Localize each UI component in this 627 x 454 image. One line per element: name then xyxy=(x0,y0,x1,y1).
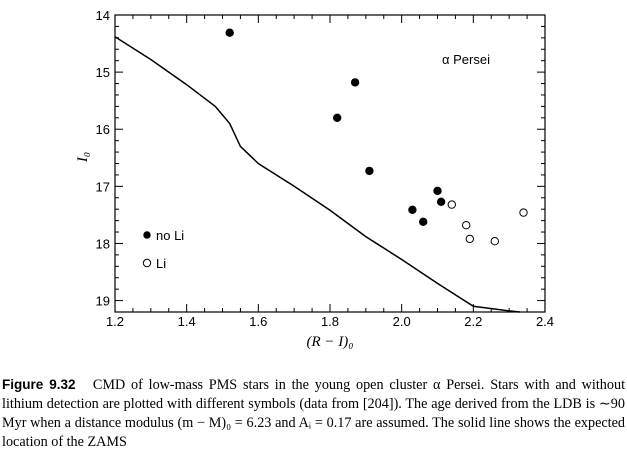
no-li-star-point xyxy=(433,186,442,196)
legend: no Li Li xyxy=(142,228,184,271)
no-li-star-point xyxy=(350,78,360,87)
legend-marker-no-li xyxy=(143,231,151,239)
no-li-star-point xyxy=(225,28,234,37)
y-tick-label: 14 xyxy=(96,8,110,23)
cluster-annotation: α Persei xyxy=(442,52,490,67)
caption-text: CMD of low-mass PMS stars in the young o… xyxy=(2,377,626,450)
x-tick-label: 1.6 xyxy=(249,314,267,329)
y-axis-label: I₀ xyxy=(75,152,91,163)
x-tick-label: 2.2 xyxy=(464,314,482,329)
x-axis-label: (R − I)₀ xyxy=(307,334,354,350)
axis-ticks xyxy=(114,14,546,313)
x-tick-label: 1.8 xyxy=(321,314,339,329)
legend-marker-li xyxy=(142,258,152,268)
data-points xyxy=(225,28,528,246)
y-tick-label: 19 xyxy=(96,294,110,309)
y-tick-label: 16 xyxy=(96,122,110,137)
li-star-point xyxy=(462,221,471,230)
zams-line xyxy=(114,36,520,313)
y-tick-label: 17 xyxy=(96,179,110,194)
x-tick-labels: 1.2 1.4 1.6 1.8 2.0 2.2 2.4 xyxy=(106,314,554,329)
y-tick-label: 15 xyxy=(96,65,110,80)
no-li-star-point xyxy=(419,217,428,227)
no-li-star-point xyxy=(436,197,446,207)
y-tick-label: 18 xyxy=(96,236,110,251)
x-tick-label: 1.4 xyxy=(178,314,196,329)
no-li-star-point xyxy=(365,166,374,176)
figure-caption: Figure 9.32 CMD of low-mass PMS stars in… xyxy=(2,375,625,452)
cmd-plot: 1.2 1.4 1.6 1.8 2.0 2.2 2.4 14 15 16 17 18 19 (R − … xyxy=(75,8,554,350)
legend-label-no-li: no Li xyxy=(156,228,184,243)
x-tick-label: 2.0 xyxy=(393,314,411,329)
li-star-point xyxy=(490,237,499,246)
legend-label-li: Li xyxy=(156,256,166,271)
x-tick-label: 2.4 xyxy=(536,314,554,329)
y-tick-labels: 14 15 16 17 18 19 xyxy=(96,8,110,309)
no-li-star-point xyxy=(408,205,417,215)
li-star-point xyxy=(465,234,474,244)
li-star-point xyxy=(519,208,528,217)
figure-number: Figure 9.32 xyxy=(2,377,76,392)
x-tick-label: 1.2 xyxy=(106,314,124,329)
no-li-star-point xyxy=(333,113,342,123)
li-star-point xyxy=(447,200,456,209)
